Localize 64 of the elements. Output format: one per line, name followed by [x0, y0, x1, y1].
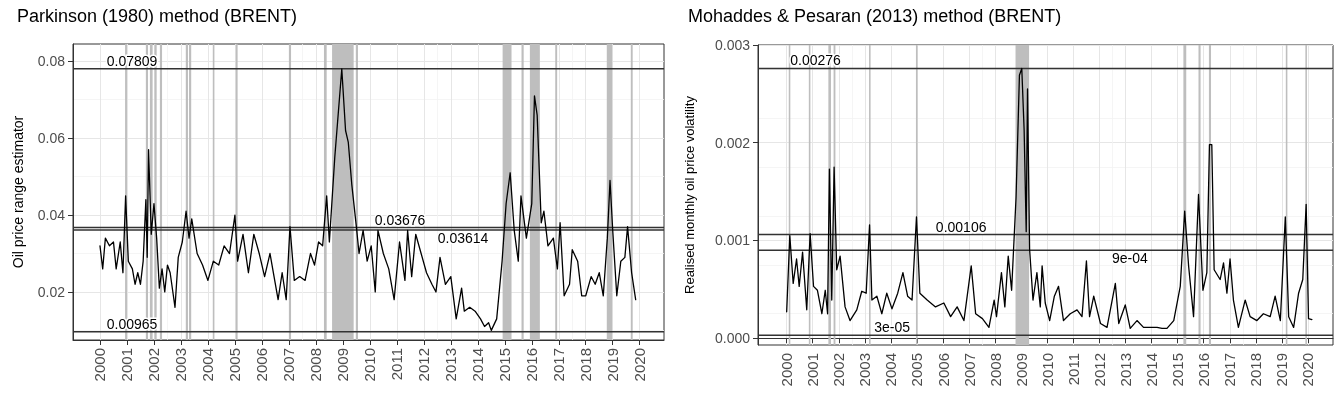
- x-tick-label: 2006: [934, 353, 952, 387]
- x-tick-label: 2002: [145, 348, 163, 382]
- y-tick-label: 0.04: [37, 207, 66, 224]
- x-tick-label: 2001: [804, 353, 822, 387]
- x-tick-label: 2014: [1143, 353, 1161, 387]
- x-tick-label: 2008: [307, 348, 325, 382]
- ref-line-label: 0.03614: [437, 229, 489, 246]
- ref-line-label: 0.00276: [790, 52, 842, 69]
- ref-line-label: 9e-04: [1111, 250, 1148, 267]
- x-tick-label: 2010: [361, 348, 379, 382]
- y-tick-label: 0.08: [37, 53, 66, 70]
- y-axis-title: Oil price range estimator: [10, 115, 26, 269]
- x-tick-label: 2016: [523, 348, 541, 382]
- x-tick-label: 2010: [1038, 353, 1056, 387]
- y-tick-label: 0.02: [37, 283, 66, 300]
- x-tick-label: 2019: [1273, 353, 1291, 387]
- chart-title: Mohaddes & Pesaran (2013) method (BRENT): [688, 6, 1062, 26]
- x-tick-label: 2014: [469, 348, 487, 382]
- x-tick-label: 2002: [830, 353, 848, 387]
- x-tick-label: 2007: [960, 353, 978, 387]
- x-tick-label: 2006: [253, 348, 271, 382]
- ref-line-label: 0.03676: [374, 211, 426, 228]
- x-tick-label: 2013: [1117, 353, 1135, 387]
- x-tick-label: 2020: [1299, 353, 1317, 387]
- x-tick-label: 2017: [1221, 353, 1239, 387]
- ref-line-label: 0.07809: [106, 52, 158, 69]
- y-tick-label: 0.001: [714, 232, 751, 249]
- x-tick-label: 2015: [496, 348, 514, 382]
- x-tick-label: 2013: [442, 348, 460, 382]
- y-tick-label: 0.002: [714, 134, 751, 151]
- y-tick-label: 0.003: [714, 37, 751, 53]
- ref-line-label: 0.00106: [935, 218, 987, 235]
- x-tick-label: 2004: [882, 353, 900, 387]
- x-tick-label: 2020: [631, 348, 649, 382]
- x-tick-label: 2018: [577, 348, 595, 382]
- ref-line-label: 3e-05: [874, 319, 911, 336]
- x-tick-label: 2011: [388, 348, 406, 381]
- x-tick-label: 2012: [415, 348, 433, 382]
- x-tick-label: 2009: [1012, 353, 1030, 387]
- x-tick-label: 2018: [1247, 353, 1265, 387]
- x-tick-label: 2003: [856, 353, 874, 387]
- x-tick-label: 2019: [604, 348, 622, 382]
- line-series: [99, 68, 637, 332]
- y-tick-label: 0.06: [37, 130, 66, 147]
- x-tick-label: 2007: [280, 348, 298, 382]
- x-tick-label: 2015: [1169, 353, 1187, 387]
- y-tick-label: 0.000: [714, 330, 751, 347]
- x-tick-label: 2011: [1064, 353, 1082, 386]
- x-tick-label: 2005: [908, 353, 926, 387]
- x-tick-label: 2005: [226, 348, 244, 382]
- x-tick-label: 2016: [1195, 353, 1213, 387]
- x-tick-label: 2017: [550, 348, 568, 382]
- line-series: [786, 67, 1313, 330]
- y-axis-title: Realised monthly oil price volatility: [682, 95, 697, 294]
- chart-title: Parkinson (1980) method (BRENT): [17, 6, 298, 26]
- x-tick-label: 2008: [986, 353, 1004, 387]
- x-tick-label: 2012: [1090, 353, 1108, 387]
- ref-line-label: 0.00965: [106, 315, 158, 332]
- x-tick-label: 2009: [334, 348, 352, 382]
- x-tick-label: 2000: [778, 353, 796, 387]
- x-tick-label: 2001: [118, 348, 136, 382]
- x-tick-label: 2004: [199, 348, 217, 382]
- x-tick-label: 2000: [91, 348, 109, 382]
- x-tick-label: 2003: [172, 348, 190, 382]
